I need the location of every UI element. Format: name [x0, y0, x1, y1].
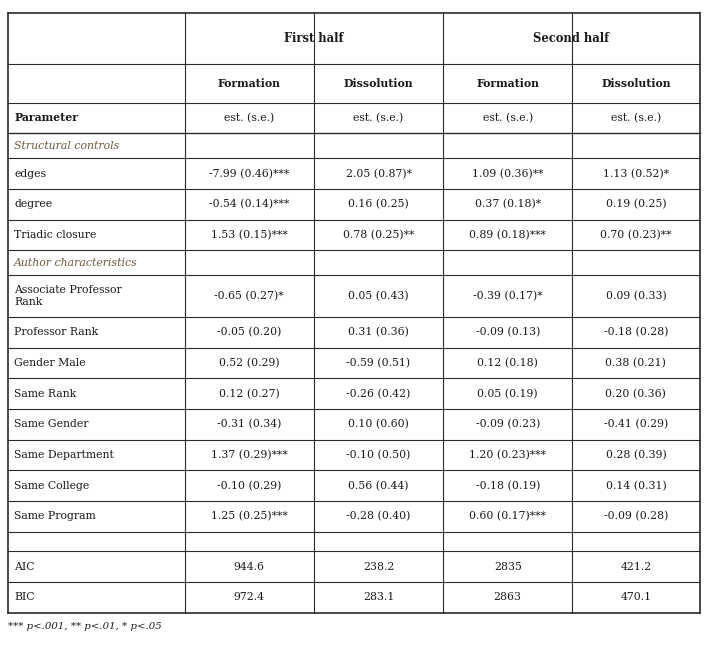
Text: 0.38 (0.21): 0.38 (0.21) — [605, 358, 666, 368]
Text: Author characteristics: Author characteristics — [14, 258, 138, 268]
Text: 470.1: 470.1 — [620, 593, 651, 603]
Text: 0.10 (0.60): 0.10 (0.60) — [348, 420, 409, 430]
Text: 0.19 (0.25): 0.19 (0.25) — [605, 199, 666, 210]
Text: BIC: BIC — [14, 593, 35, 603]
Text: 0.12 (0.18): 0.12 (0.18) — [477, 358, 538, 368]
Text: Formation: Formation — [218, 77, 281, 89]
Text: 1.25 (0.25)***: 1.25 (0.25)*** — [211, 511, 287, 522]
Text: 2863: 2863 — [493, 593, 522, 603]
Text: 1.20 (0.23)***: 1.20 (0.23)*** — [469, 450, 547, 460]
Text: -0.26 (0.42): -0.26 (0.42) — [346, 389, 411, 399]
Text: 238.2: 238.2 — [362, 562, 394, 572]
Text: Second half: Second half — [533, 32, 610, 45]
Text: 0.20 (0.36): 0.20 (0.36) — [605, 389, 666, 399]
Text: Triadic closure: Triadic closure — [14, 230, 96, 240]
Text: est. (s.e.): est. (s.e.) — [353, 113, 404, 123]
Text: -0.59 (0.51): -0.59 (0.51) — [346, 358, 411, 368]
Text: *** p<.001, ** p<.01, * p<.05: *** p<.001, ** p<.01, * p<.05 — [8, 623, 162, 631]
Text: Formation: Formation — [476, 77, 539, 89]
Text: 0.70 (0.23)**: 0.70 (0.23)** — [600, 230, 672, 240]
Text: 1.37 (0.29)***: 1.37 (0.29)*** — [211, 450, 287, 460]
Text: Structural controls: Structural controls — [14, 141, 120, 151]
Text: Same Department: Same Department — [14, 450, 114, 460]
Text: 0.14 (0.31): 0.14 (0.31) — [605, 480, 666, 491]
Text: 2.05 (0.87)*: 2.05 (0.87)* — [346, 168, 411, 179]
Text: 972.4: 972.4 — [234, 593, 265, 603]
Text: 283.1: 283.1 — [362, 593, 394, 603]
Text: est. (s.e.): est. (s.e.) — [483, 113, 533, 123]
Text: 0.31 (0.36): 0.31 (0.36) — [348, 327, 409, 337]
Text: Same Program: Same Program — [14, 512, 96, 522]
Text: 0.05 (0.43): 0.05 (0.43) — [348, 291, 409, 301]
Text: -7.99 (0.46)***: -7.99 (0.46)*** — [210, 168, 290, 179]
Text: Associate Professor
Rank: Associate Professor Rank — [14, 285, 122, 307]
Text: -0.39 (0.17)*: -0.39 (0.17)* — [473, 291, 542, 301]
Text: Professor Rank: Professor Rank — [14, 327, 98, 337]
Text: 0.89 (0.18)***: 0.89 (0.18)*** — [469, 230, 546, 240]
Text: Dissolution: Dissolution — [601, 77, 670, 89]
Text: Gender Male: Gender Male — [14, 358, 86, 368]
Text: 1.09 (0.36)**: 1.09 (0.36)** — [472, 168, 544, 179]
Text: -0.10 (0.50): -0.10 (0.50) — [346, 450, 411, 460]
Text: 0.60 (0.17)***: 0.60 (0.17)*** — [469, 511, 546, 522]
Text: est. (s.e.): est. (s.e.) — [224, 113, 275, 123]
Text: -0.41 (0.29): -0.41 (0.29) — [604, 420, 668, 430]
Text: 0.28 (0.39): 0.28 (0.39) — [605, 450, 666, 460]
Text: AIC: AIC — [14, 562, 35, 572]
Text: est. (s.e.): est. (s.e.) — [611, 113, 661, 123]
Text: 0.37 (0.18)*: 0.37 (0.18)* — [474, 199, 541, 210]
Text: -0.65 (0.27)*: -0.65 (0.27)* — [215, 291, 284, 301]
Text: -0.54 (0.14)***: -0.54 (0.14)*** — [209, 199, 290, 210]
Text: Same Rank: Same Rank — [14, 389, 76, 399]
Text: 1.13 (0.52)*: 1.13 (0.52)* — [603, 168, 669, 179]
Text: 0.56 (0.44): 0.56 (0.44) — [348, 480, 409, 491]
Text: 0.12 (0.27): 0.12 (0.27) — [219, 389, 280, 399]
Text: -0.05 (0.20): -0.05 (0.20) — [217, 327, 282, 337]
Text: 0.16 (0.25): 0.16 (0.25) — [348, 199, 409, 210]
Text: 421.2: 421.2 — [620, 562, 651, 572]
Text: -0.18 (0.28): -0.18 (0.28) — [604, 327, 668, 337]
Text: -0.09 (0.23): -0.09 (0.23) — [476, 420, 540, 430]
Text: 0.78 (0.25)**: 0.78 (0.25)** — [343, 230, 414, 240]
Text: -0.18 (0.19): -0.18 (0.19) — [476, 480, 540, 491]
Text: 944.6: 944.6 — [234, 562, 265, 572]
Text: -0.09 (0.13): -0.09 (0.13) — [476, 327, 540, 337]
Text: 0.52 (0.29): 0.52 (0.29) — [219, 358, 280, 368]
Text: 0.05 (0.19): 0.05 (0.19) — [477, 389, 538, 399]
Text: edges: edges — [14, 168, 46, 178]
Text: First half: First half — [284, 32, 343, 45]
Text: -0.10 (0.29): -0.10 (0.29) — [217, 480, 282, 491]
Text: 2835: 2835 — [493, 562, 522, 572]
Text: Parameter: Parameter — [14, 112, 78, 124]
Text: 1.53 (0.15)***: 1.53 (0.15)*** — [211, 230, 287, 240]
Text: -0.09 (0.28): -0.09 (0.28) — [604, 511, 668, 522]
Text: Dissolution: Dissolution — [344, 77, 413, 89]
Text: Same College: Same College — [14, 481, 89, 491]
Text: -0.31 (0.34): -0.31 (0.34) — [217, 420, 282, 430]
Text: degree: degree — [14, 199, 52, 209]
Text: Same Gender: Same Gender — [14, 420, 88, 430]
Text: -0.28 (0.40): -0.28 (0.40) — [346, 511, 411, 522]
Text: 0.09 (0.33): 0.09 (0.33) — [605, 291, 666, 301]
